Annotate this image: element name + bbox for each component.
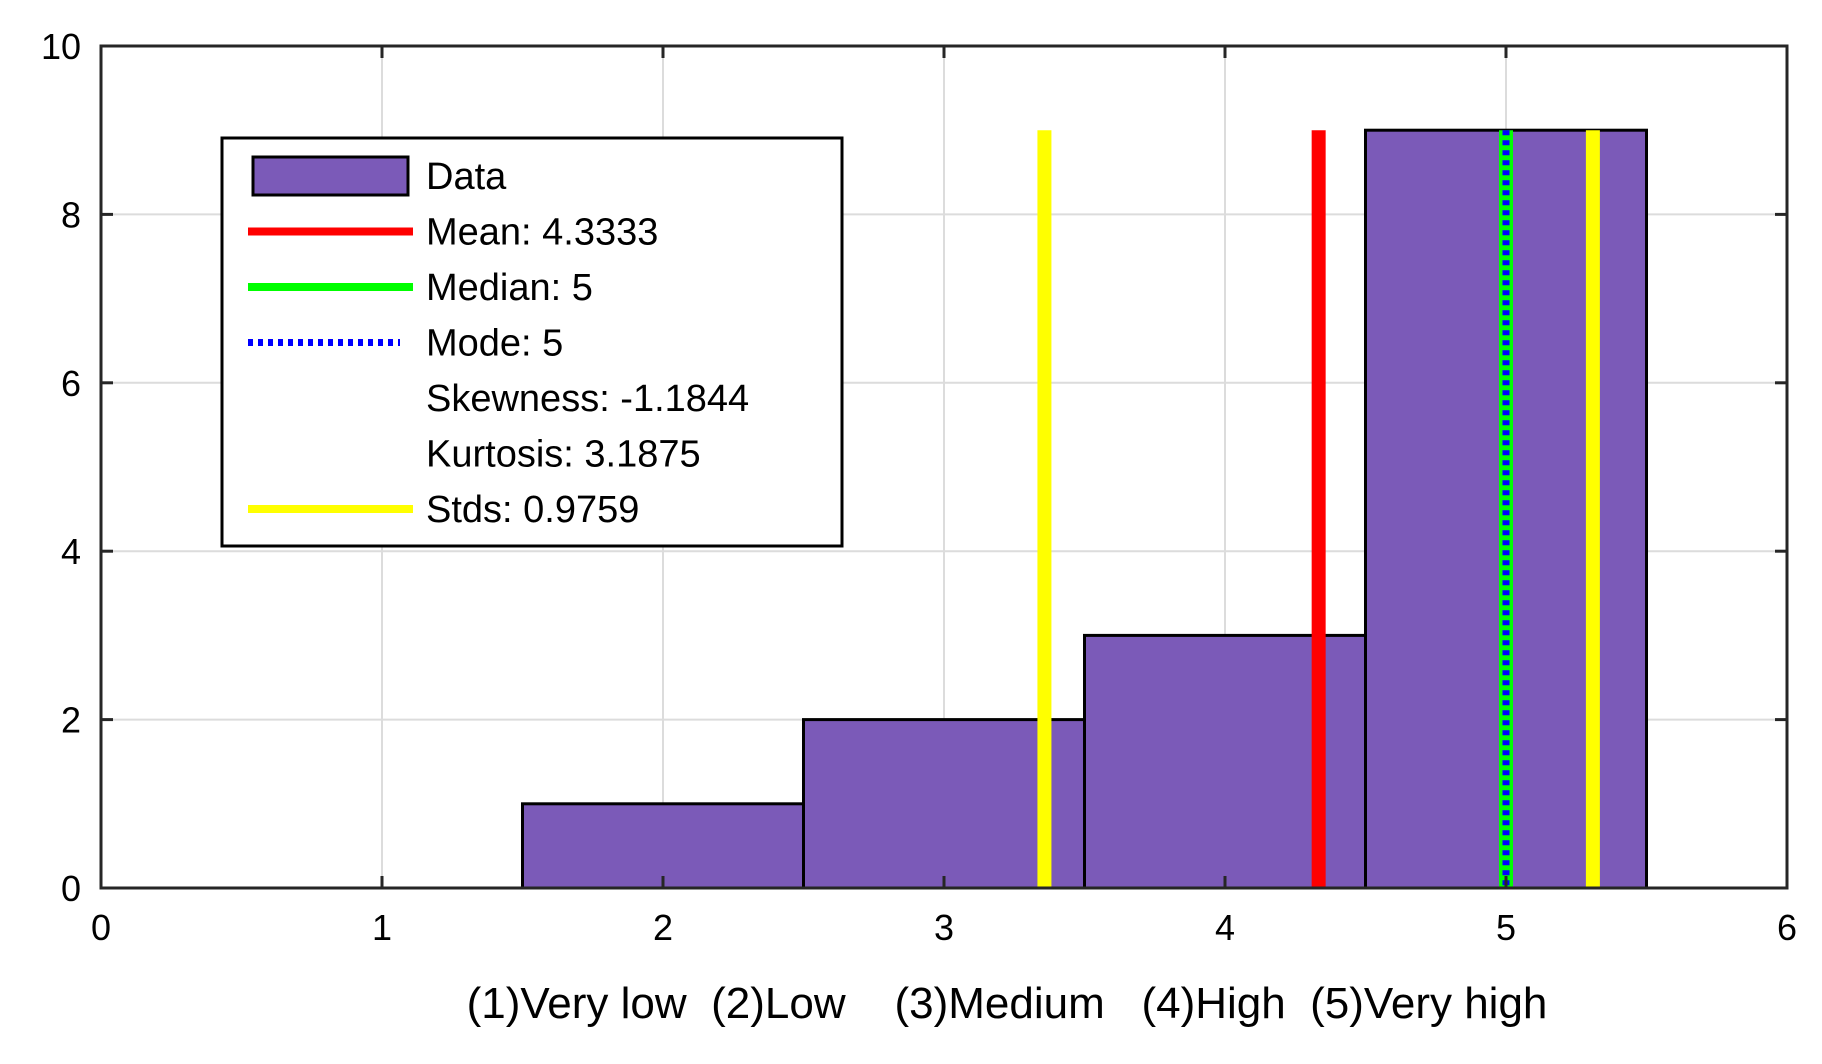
legend-label-median: Median: 5: [426, 267, 593, 309]
legend-label-kurtosis: Kurtosis: 3.1875: [426, 434, 701, 476]
x-tick-label: 4: [1215, 907, 1235, 948]
x-axis-label: (1)Very low (2)Low (3)Medium (4)High (5)…: [467, 979, 1548, 1028]
histogram-bar-2: [521, 802, 805, 890]
x-tick-label: 2: [653, 907, 673, 948]
axes: 0 1 2 3 4 5 6 0 2 4 6 8 10: [41, 26, 1797, 948]
x-tick-label: 5: [1496, 907, 1516, 948]
legend-swatch-data: [251, 155, 410, 197]
legend-label-data: Data: [426, 156, 507, 198]
y-tick-label: 10: [41, 26, 81, 67]
y-tick-label: 2: [61, 700, 81, 741]
legend-label-skewness: Skewness: -1.1844: [426, 378, 749, 420]
x-tick-label: 0: [91, 907, 111, 948]
legend: Data Mean: 4.3333 Median: 5 Mode: 5 Skewness…: [220, 136, 844, 548]
x-tick-label: 3: [934, 907, 954, 948]
legend-label-mode: Mode: 5: [426, 323, 563, 365]
legend-box: [220, 136, 844, 548]
legend-label-stds: Stds: 0.9759: [426, 489, 639, 531]
legend-label-mean: Mean: 4.3333: [426, 212, 658, 254]
y-tick-label: 0: [61, 868, 81, 909]
y-tick-label: 4: [61, 531, 81, 572]
x-tick-label: 6: [1777, 907, 1797, 948]
y-tick-label: 8: [61, 194, 81, 235]
x-tick-label: 1: [372, 907, 392, 948]
stat-lines: [1037, 130, 1600, 888]
y-tick-label: 6: [61, 363, 81, 404]
